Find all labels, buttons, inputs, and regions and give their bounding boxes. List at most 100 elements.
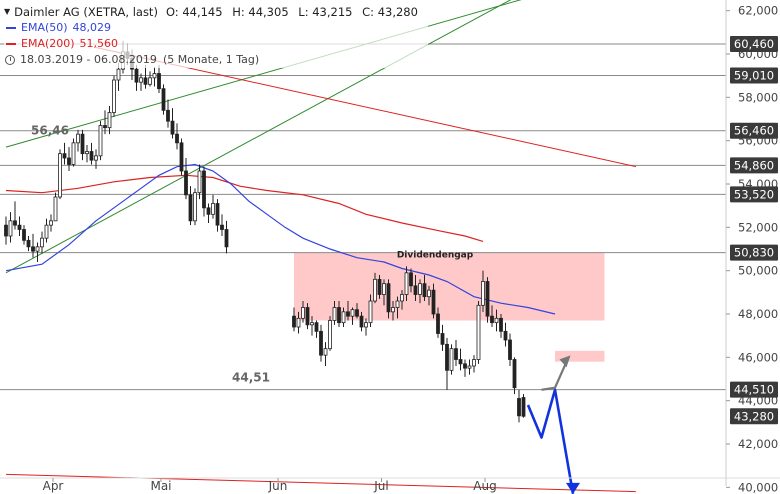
projection-gray-arrowhead [559, 355, 571, 368]
candle [490, 305, 494, 327]
candle-body [463, 363, 467, 369]
candle [494, 309, 499, 332]
candle [485, 277, 490, 323]
candle [467, 359, 472, 375]
candle [449, 344, 454, 375]
candle-body [53, 196, 58, 222]
candle-body [440, 333, 445, 345]
candle-body [512, 359, 517, 389]
candle-body [476, 304, 481, 360]
candle-body [436, 313, 440, 334]
candle [13, 201, 17, 230]
candle [481, 270, 485, 312]
candle-body [116, 68, 121, 81]
ema50-line [5, 163, 556, 315]
candle [418, 279, 422, 304]
candle [476, 301, 481, 364]
candle-body [161, 88, 166, 111]
candle [314, 320, 319, 338]
candle-body [458, 359, 463, 365]
candle-body [148, 77, 152, 85]
candle-body [485, 281, 490, 317]
candle [166, 99, 170, 128]
candle [197, 164, 202, 200]
level-label-box [730, 67, 778, 84]
level-label-5: 50,830 [734, 246, 774, 260]
x-tick-label-mai: Mai [150, 479, 171, 493]
candle [58, 149, 62, 200]
x-tick-label-jun: Jun [268, 479, 288, 493]
candle-body [319, 330, 323, 356]
candle-body [134, 68, 139, 83]
level-label-7: 43,280 [734, 409, 774, 423]
candle-body [35, 246, 40, 252]
level-label-0: 60,460 [734, 37, 774, 51]
x-tick-label-jul: Jul [373, 479, 388, 493]
candle-body [431, 289, 436, 315]
candle [436, 307, 440, 338]
candle-body [143, 77, 148, 85]
ema50-value: 48,029 [72, 21, 112, 34]
candle-body [373, 278, 377, 302]
candle-body [454, 348, 458, 360]
candle [328, 316, 332, 351]
candle [35, 242, 40, 262]
candle [364, 318, 368, 336]
candle [80, 129, 85, 161]
instrument-name: Daimler AG (XETRA, last) [14, 5, 158, 19]
candle-body [40, 237, 44, 248]
candle-body [85, 151, 89, 155]
candle [346, 301, 350, 321]
ohlc-readout: O: 44,145 H: 44,305 L: 43,215 C: 43,280 [166, 4, 424, 20]
legend-ema50-row[interactable]: EMA(50) 48,029 [4, 20, 424, 36]
candle [139, 73, 143, 91]
candle [373, 272, 377, 304]
low-value: L: 43,215 [298, 5, 353, 19]
candle-body [49, 220, 53, 226]
candles-group [4, 41, 526, 423]
candle-body [107, 112, 112, 129]
candle-body [332, 307, 337, 321]
level-label-box [730, 381, 778, 398]
candle [211, 194, 215, 219]
candle-body [215, 203, 220, 226]
candle [499, 314, 503, 338]
chevron-down-icon[interactable]: ▼ [4, 7, 11, 16]
candle-body [62, 153, 67, 159]
level-label-box [730, 36, 778, 53]
candle-body [31, 246, 35, 252]
zone-0 [294, 252, 605, 321]
candle [94, 149, 98, 169]
candle-body [103, 125, 107, 129]
candle [323, 342, 328, 366]
candle-body [44, 224, 49, 239]
candle [350, 307, 355, 325]
candle [67, 147, 71, 171]
candle [332, 301, 337, 325]
candle [22, 225, 26, 245]
candle [85, 145, 89, 163]
candle [400, 290, 404, 310]
candle-body [472, 359, 476, 367]
candle [175, 123, 179, 150]
candle-body [112, 79, 116, 113]
legend-ema200-row[interactable]: EMA(200) 51,560 [4, 36, 424, 52]
candle [17, 216, 22, 236]
candle [112, 75, 116, 117]
candle-body [175, 133, 179, 144]
candle-body [508, 339, 512, 360]
candle-body [8, 220, 13, 237]
candle [409, 268, 413, 293]
candle [161, 84, 166, 115]
candle [202, 166, 206, 217]
candle [355, 303, 359, 319]
candle-body [427, 289, 431, 298]
candle [103, 110, 107, 135]
level-label-box [730, 157, 778, 174]
ema200-line [5, 174, 484, 242]
candle [517, 389, 521, 423]
y-tick-label: 50,000 [738, 264, 778, 278]
candle-body [58, 153, 62, 198]
candle-body [296, 317, 301, 328]
